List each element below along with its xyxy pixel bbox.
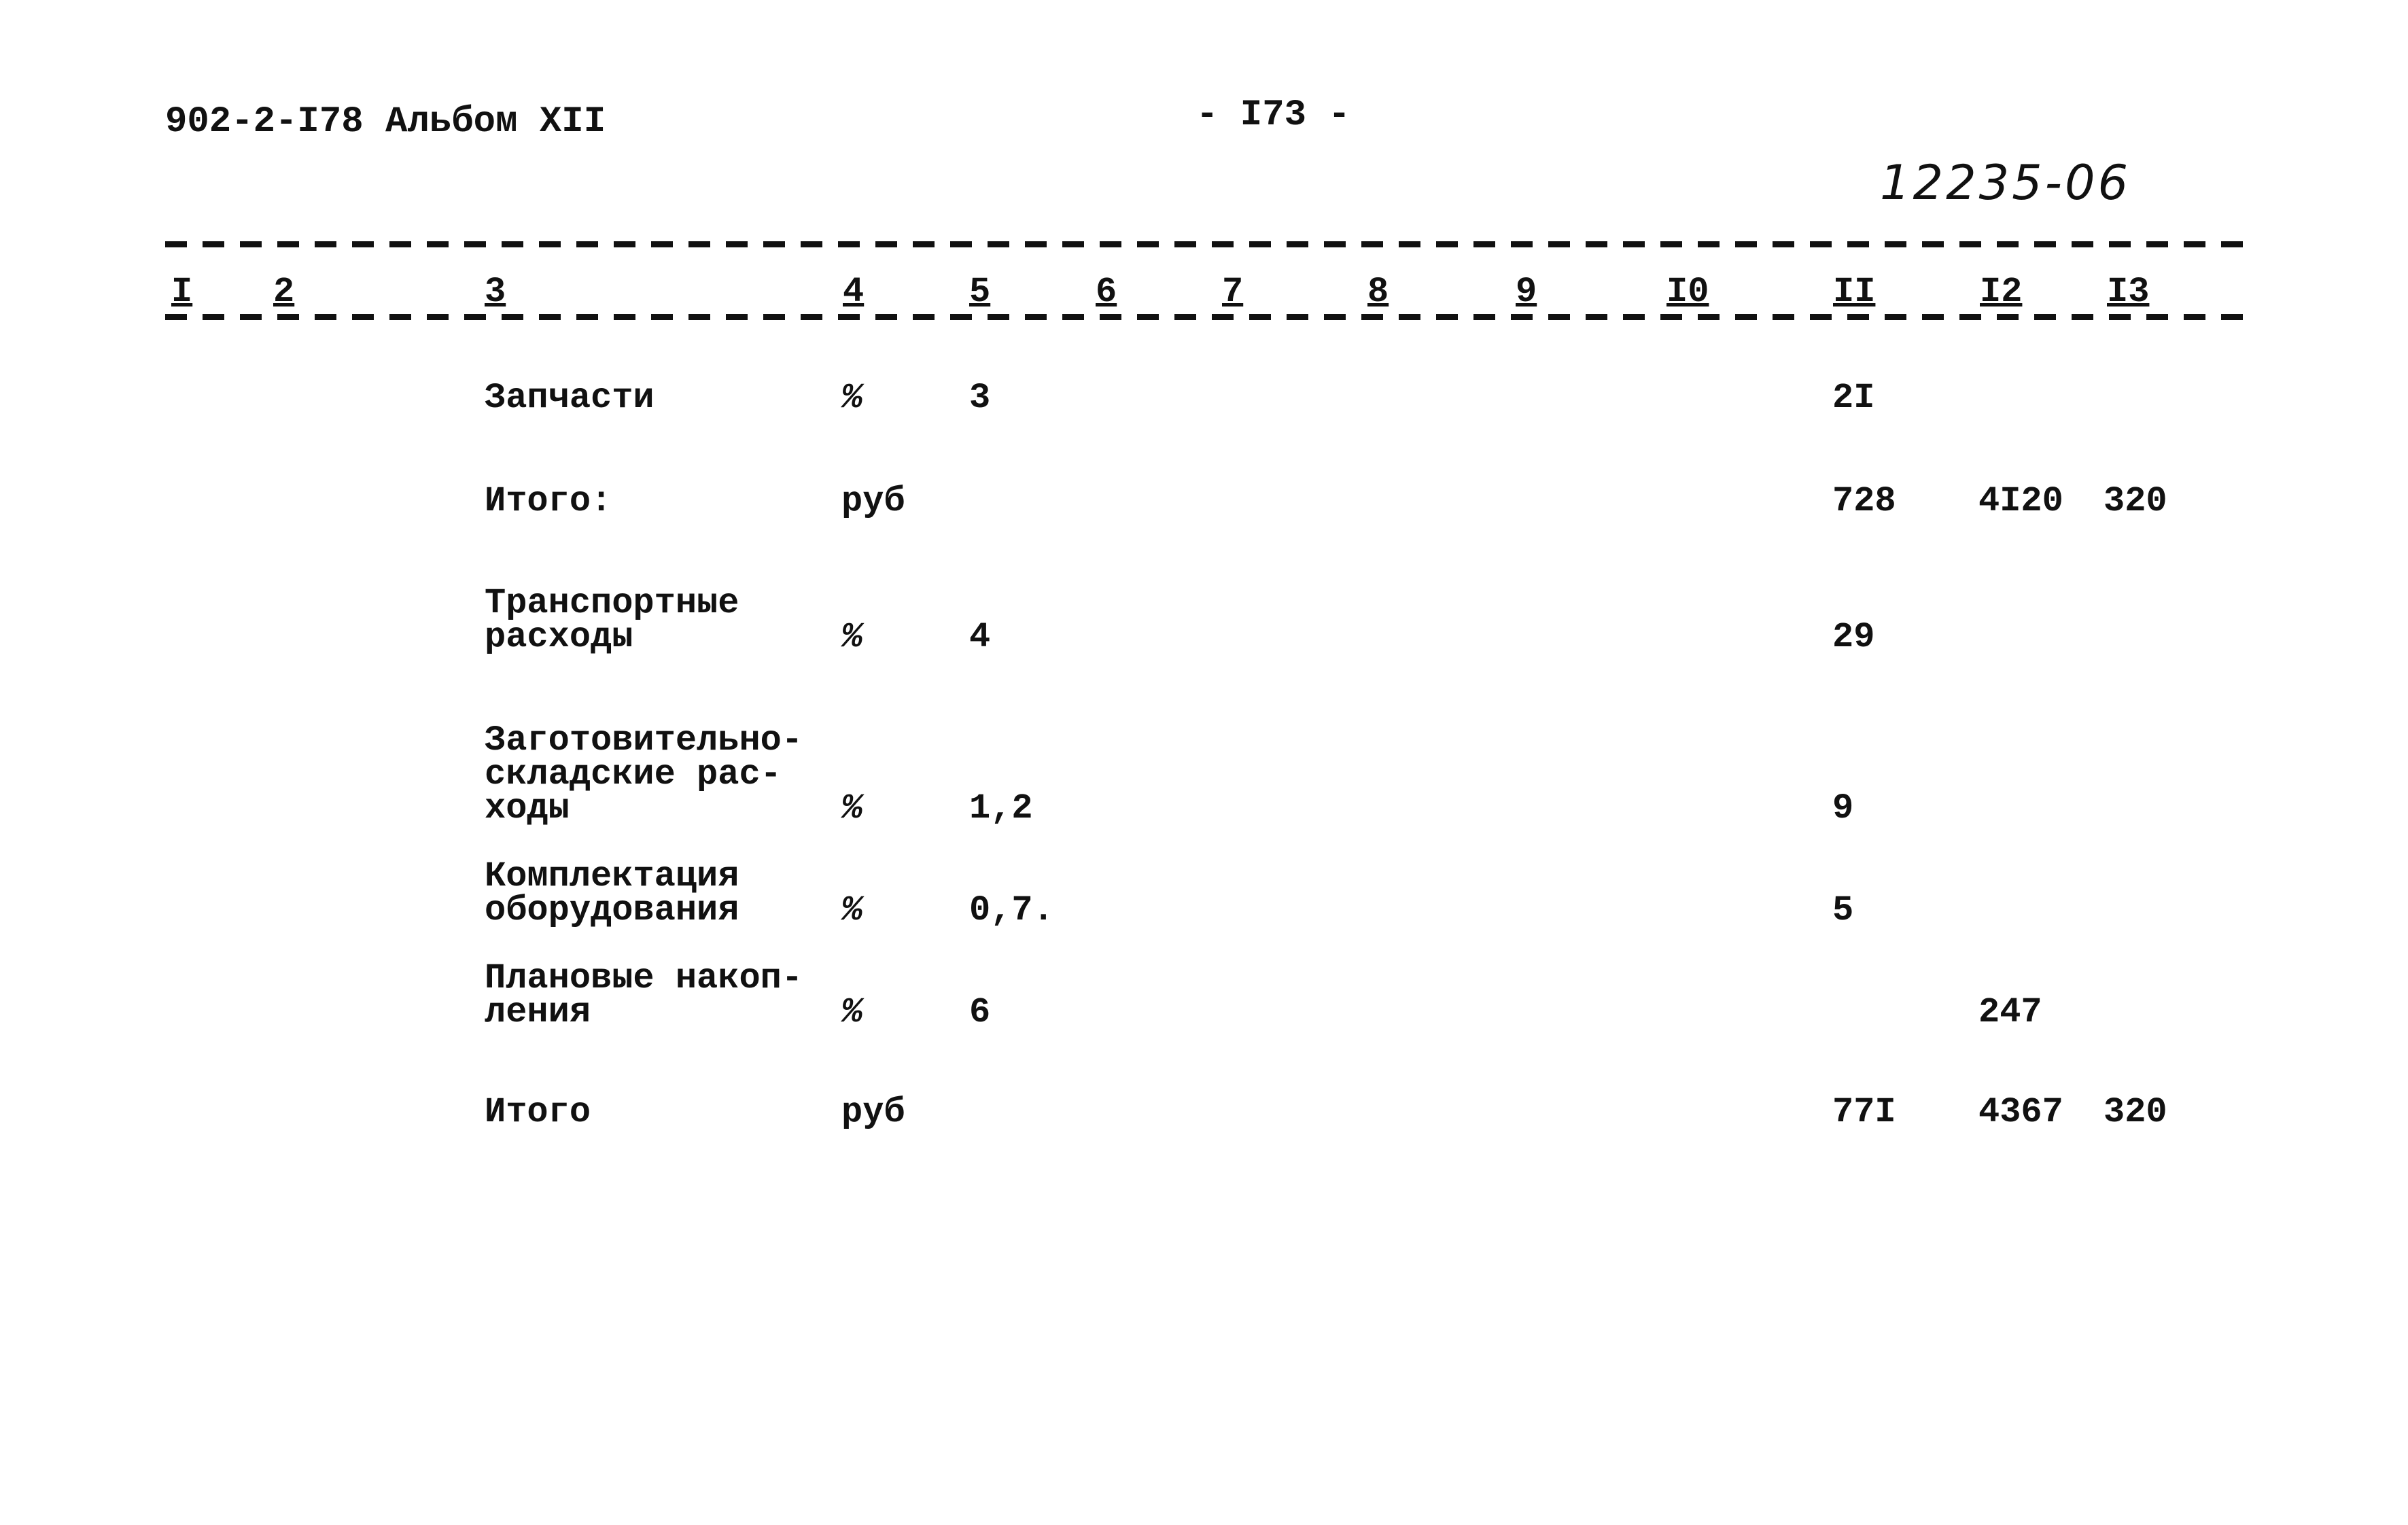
column-number: 3 (485, 272, 506, 312)
col11-value: 2I (1832, 378, 1875, 418)
col12-value: 4I20 (1978, 481, 2063, 521)
column-number: I0 (1667, 272, 1709, 312)
col13-value: 320 (2104, 1092, 2167, 1132)
document-code: 902-2-I78 Альбом XII (165, 101, 606, 143)
unit: руб (841, 1092, 905, 1132)
column-number: 8 (1367, 272, 1389, 312)
column-number: 4 (843, 272, 865, 312)
table-row: Итого руб 77I 4367 320 (0, 1092, 2408, 1132)
table-row: Итого: руб 728 4I20 320 (0, 481, 2408, 521)
unit: % (841, 788, 863, 828)
item-name: Запчасти (485, 378, 655, 418)
unit: руб (841, 481, 905, 521)
col11-value: 9 (1832, 788, 1854, 828)
unit: % (841, 378, 863, 418)
col5-value: 4 (969, 617, 991, 657)
col5-value: 6 (969, 992, 991, 1032)
column-number: 9 (1516, 272, 1537, 312)
item-name: Итого (485, 1092, 591, 1132)
page-number: - I73 - (1196, 94, 1350, 136)
item-name: Плановые накоп- ления (485, 958, 803, 1032)
col5-value: 1,2 (969, 788, 1033, 828)
column-number: 7 (1222, 272, 1244, 312)
item-name: Транспортные расходы (485, 583, 739, 657)
col5-value: 3 (969, 378, 991, 418)
unit: % (841, 617, 863, 657)
col5-value: 0,7. (969, 890, 1054, 930)
col11-value: 5 (1832, 890, 1854, 930)
table-row: Комплектация оборудования % 0,7. 5 (0, 856, 2408, 930)
column-number: 2 (273, 272, 295, 312)
column-number: 5 (969, 272, 991, 312)
col12-value: 247 (1978, 992, 2042, 1032)
column-number: I (171, 272, 193, 312)
table-row: Плановые накоп- ления % 6 247 (0, 958, 2408, 1032)
col13-value: 320 (2104, 481, 2167, 521)
unit: % (841, 890, 863, 930)
item-name: Заготовительно- складские рас- ходы (485, 720, 803, 828)
col12-value: 4367 (1978, 1092, 2063, 1132)
column-number: II (1833, 272, 1876, 312)
handwritten-number: 12235-06 (1880, 155, 2131, 211)
dashed-rule-top (165, 241, 2256, 247)
table-row: Транспортные расходы % 4 29 (0, 583, 2408, 657)
item-name: Комплектация оборудования (485, 856, 739, 930)
col11-value: 29 (1832, 617, 1875, 657)
column-number: I3 (2107, 272, 2150, 312)
table-row: Заготовительно- складские рас- ходы % 1,… (0, 720, 2408, 828)
col11-value: 77I (1832, 1092, 1896, 1132)
dashed-rule-bottom (165, 314, 2256, 320)
col11-value: 728 (1832, 481, 1896, 521)
column-number: 6 (1096, 272, 1117, 312)
column-number: I2 (1980, 272, 2023, 312)
unit: % (841, 992, 863, 1032)
item-name: Итого: (485, 481, 612, 521)
table-row: Запчасти % 3 2I (0, 378, 2408, 418)
